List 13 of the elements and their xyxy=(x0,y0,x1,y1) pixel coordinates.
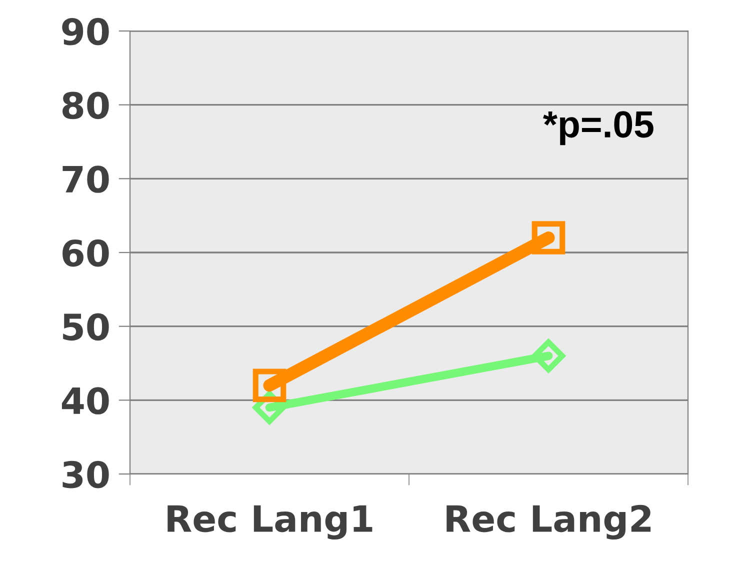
y-tick-label: 30 xyxy=(62,460,109,488)
y-tick-label: 70 xyxy=(62,166,109,193)
point xyxy=(532,339,566,372)
y-tick-label: 40 xyxy=(62,387,109,414)
x-tick-label: Rec Lang1 xyxy=(168,505,372,540)
point xyxy=(252,368,286,402)
y-tick-label: 50 xyxy=(63,313,109,341)
annotation: *p=.05 xyxy=(543,111,654,146)
y-tick-label: 80 xyxy=(62,92,109,120)
x-tick-label: Rec Lang2 xyxy=(446,504,651,540)
y-tick-label: 60 xyxy=(62,239,109,267)
y-tick-label: 90 xyxy=(62,18,109,46)
point xyxy=(532,221,566,254)
